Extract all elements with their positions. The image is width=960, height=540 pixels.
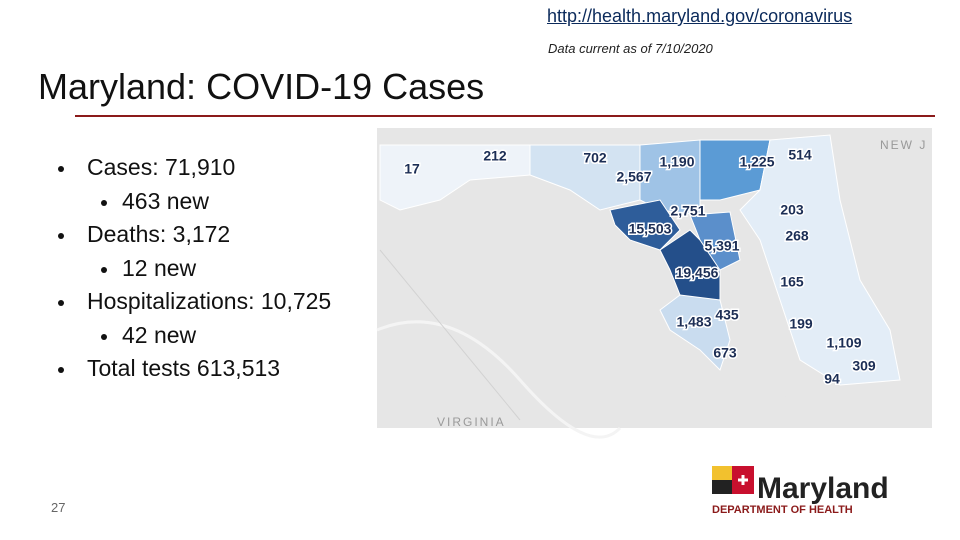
divider bbox=[75, 115, 935, 117]
county-label: 5,391 bbox=[704, 238, 739, 254]
county-label: 1,190 bbox=[659, 154, 694, 170]
county-label: 199 bbox=[789, 316, 813, 332]
bullet-marker bbox=[58, 166, 64, 172]
bullet-text: Deaths: 3,172 bbox=[87, 221, 231, 247]
counties bbox=[379, 134, 901, 386]
place-label: NEW J bbox=[880, 138, 927, 152]
county-label: 15,503 bbox=[629, 221, 672, 237]
slide-title: Maryland: COVID-19 Cases bbox=[38, 66, 485, 107]
county-label: 268 bbox=[785, 228, 809, 244]
county-label: 19,456 bbox=[676, 265, 719, 281]
place-label: VIRGINIA bbox=[437, 415, 506, 429]
county-label: 165 bbox=[780, 274, 804, 290]
border bbox=[379, 249, 521, 421]
county-label: 2,751 bbox=[670, 203, 705, 219]
county-label: 203 bbox=[780, 202, 804, 218]
bullet-marker bbox=[58, 367, 64, 373]
county-label: 673 bbox=[713, 345, 737, 361]
road bbox=[376, 320, 622, 439]
bullet-marker bbox=[101, 333, 107, 340]
county-label: 435 bbox=[715, 307, 739, 323]
county-label: 94 bbox=[824, 371, 840, 387]
sub-bullet-text: 12 new bbox=[122, 254, 197, 281]
county-label: 212 bbox=[483, 148, 507, 164]
sub-bullet-text: 463 new bbox=[122, 187, 209, 214]
bullet-text: Cases: 71,910 bbox=[87, 154, 236, 180]
link[interactable]: http://health.maryland.gov/coronavirus bbox=[547, 6, 853, 26]
data-note: Data current as of 7/10/2020 bbox=[548, 41, 713, 56]
county-label: 2,567 bbox=[616, 169, 651, 185]
county-label: 1,109 bbox=[826, 335, 861, 351]
county-label: 702 bbox=[583, 150, 607, 166]
county bbox=[739, 134, 901, 386]
bullet-text: Total tests 613,513 bbox=[87, 355, 281, 381]
bullet-marker bbox=[101, 199, 107, 206]
county-label: 309 bbox=[852, 358, 876, 374]
county-label: 1,225 bbox=[739, 154, 774, 170]
county-label: 1,483 bbox=[676, 314, 711, 330]
county bbox=[699, 139, 771, 201]
county bbox=[639, 139, 701, 216]
bay bbox=[731, 214, 804, 413]
bullet-marker bbox=[101, 266, 107, 273]
bullet-marker bbox=[58, 233, 64, 239]
county-label: 17 bbox=[404, 161, 420, 177]
page-number: 27 bbox=[51, 500, 66, 515]
sub-bullet-text: 42 new bbox=[122, 321, 197, 348]
bullet-text: Hospitalizations: 10,725 bbox=[87, 288, 332, 314]
county bbox=[689, 211, 741, 271]
county bbox=[659, 294, 731, 371]
bullet-marker bbox=[58, 300, 64, 306]
county-label: 514 bbox=[788, 147, 812, 163]
